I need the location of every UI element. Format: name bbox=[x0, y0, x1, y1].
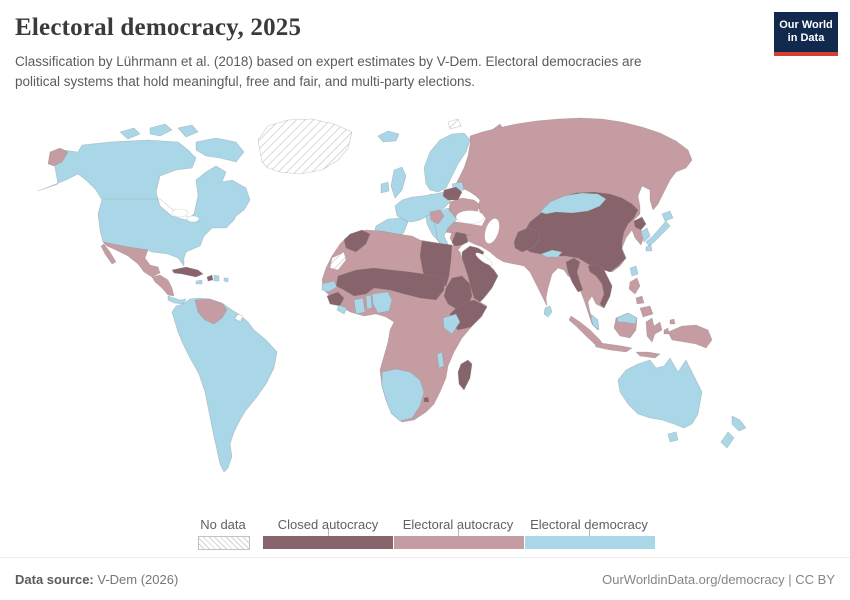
region-visayas[interactable] bbox=[635, 295, 645, 305]
region-great-britain[interactable] bbox=[390, 166, 407, 199]
region-arctic-island[interactable] bbox=[119, 127, 141, 140]
region-morocco[interactable] bbox=[343, 229, 371, 253]
region-svalbard[interactable] bbox=[447, 118, 462, 130]
region-venezuela[interactable] bbox=[194, 298, 228, 325]
region-japan-kyushu[interactable] bbox=[645, 244, 653, 252]
region-australia[interactable] bbox=[617, 357, 703, 429]
region-maluku[interactable] bbox=[669, 318, 676, 325]
region-belarus[interactable] bbox=[442, 186, 463, 201]
region-arctic-island[interactable] bbox=[177, 124, 199, 138]
caspian-sea bbox=[484, 218, 500, 244]
region-ireland[interactable] bbox=[380, 181, 390, 194]
region-western-sahara[interactable] bbox=[329, 251, 347, 271]
region-senegal[interactable] bbox=[321, 280, 338, 293]
legend-swatch-electoral-autocracy bbox=[394, 536, 525, 549]
legend-label-electoral-autocracy: Electoral autocracy bbox=[402, 517, 514, 532]
region-laos-vietnam[interactable] bbox=[587, 263, 613, 309]
region-guinea[interactable] bbox=[326, 291, 345, 307]
region-libya[interactable] bbox=[419, 240, 453, 287]
region-malaysia-borneo[interactable] bbox=[616, 312, 638, 325]
legend-label-no-data: No data bbox=[200, 517, 246, 532]
region-madagascar[interactable] bbox=[457, 359, 473, 391]
region-afghanistan[interactable] bbox=[513, 227, 541, 253]
legend-color-bar bbox=[263, 536, 655, 549]
region-haiti[interactable] bbox=[206, 274, 214, 282]
region-java[interactable] bbox=[593, 341, 633, 353]
region-lesser-sunda[interactable] bbox=[635, 351, 661, 359]
region-taiwan[interactable] bbox=[629, 265, 639, 277]
region-north-america[interactable] bbox=[37, 139, 251, 267]
region-mindanao[interactable] bbox=[639, 305, 654, 318]
legend-swatch-closed-autocracy bbox=[263, 536, 394, 549]
region-myanmar[interactable] bbox=[565, 257, 584, 293]
data-source: Data source: V-Dem (2026) bbox=[15, 572, 178, 587]
region-kenya[interactable] bbox=[442, 313, 461, 335]
region-baffin-island[interactable] bbox=[195, 137, 245, 163]
region-mexico[interactable] bbox=[102, 241, 161, 278]
owid-logo[interactable]: Our World in Data bbox=[774, 12, 838, 56]
data-source-value: V-Dem (2026) bbox=[93, 572, 179, 587]
region-tasmania[interactable] bbox=[667, 431, 679, 443]
region-benin[interactable] bbox=[365, 294, 373, 310]
region-mongolia[interactable] bbox=[539, 192, 607, 215]
region-central-america-north[interactable] bbox=[151, 274, 175, 297]
region-ghana[interactable] bbox=[353, 297, 366, 315]
region-iceland[interactable] bbox=[377, 130, 400, 143]
data-source-label: Data source: bbox=[15, 572, 94, 587]
region-nz-south[interactable] bbox=[720, 431, 735, 449]
legend-label-closed-autocracy: Closed autocracy bbox=[277, 517, 379, 532]
region-hungary-serbia[interactable] bbox=[429, 209, 445, 225]
region-new-guinea[interactable] bbox=[667, 324, 713, 349]
region-japan-hokkaido[interactable] bbox=[661, 210, 674, 222]
region-scandinavia[interactable] bbox=[423, 132, 471, 193]
legend-tick bbox=[589, 529, 590, 536]
region-malaysia-peninsula[interactable] bbox=[590, 314, 600, 331]
great-lakes bbox=[186, 215, 200, 223]
region-nigeria[interactable] bbox=[371, 291, 393, 314]
persian-gulf bbox=[475, 252, 493, 266]
chart-subtitle: Classification by Lührmann et al. (2018)… bbox=[15, 54, 642, 89]
page-title: Electoral democracy, 2025 bbox=[15, 14, 302, 41]
region-nz-north[interactable] bbox=[731, 415, 747, 432]
region-south-korea[interactable] bbox=[640, 227, 651, 243]
region-north-korea[interactable] bbox=[633, 216, 647, 231]
region-japan-honshu[interactable] bbox=[645, 220, 671, 247]
region-greenland[interactable] bbox=[257, 118, 353, 175]
owid-logo-line1: Our World bbox=[779, 19, 833, 32]
owid-logo-line2: in Data bbox=[787, 32, 825, 44]
region-central-america-south[interactable] bbox=[167, 295, 187, 305]
legend-swatch-no-data bbox=[198, 536, 250, 550]
region-sumatra[interactable] bbox=[568, 315, 605, 347]
region-sulawesi[interactable] bbox=[645, 317, 663, 343]
region-eswatini[interactable] bbox=[423, 396, 430, 403]
region-arctic-island[interactable] bbox=[149, 123, 173, 137]
region-southern-africa[interactable] bbox=[381, 368, 425, 422]
legend-tick bbox=[328, 529, 329, 536]
legend-label-electoral-democracy: Electoral democracy bbox=[530, 517, 648, 532]
black-sea bbox=[455, 210, 485, 224]
region-jamaica[interactable] bbox=[195, 279, 203, 285]
region-south-america[interactable] bbox=[171, 297, 278, 473]
region-dominican-republic[interactable] bbox=[213, 274, 220, 282]
region-baja-california[interactable] bbox=[100, 243, 117, 265]
region-malawi[interactable] bbox=[436, 351, 445, 369]
region-puerto-rico[interactable] bbox=[223, 277, 229, 283]
chart-footer: Data source: V-Dem (2026) OurWorldinData… bbox=[0, 557, 850, 600]
region-sahel-band[interactable] bbox=[335, 267, 445, 301]
region-liberia[interactable] bbox=[336, 304, 348, 315]
attribution-link[interactable]: OurWorldinData.org/democracy | CC BY bbox=[602, 572, 835, 587]
region-nepal[interactable] bbox=[540, 249, 563, 258]
region-sri-lanka[interactable] bbox=[543, 305, 553, 318]
legend-swatch-electoral-democracy bbox=[525, 536, 655, 549]
world-choropleth-map bbox=[0, 100, 850, 515]
legend-tick bbox=[458, 529, 459, 536]
region-french-guiana[interactable] bbox=[234, 313, 244, 323]
region-chukotka[interactable] bbox=[47, 147, 69, 167]
great-lakes bbox=[171, 208, 189, 218]
region-luzon[interactable] bbox=[628, 277, 641, 295]
region-cuba[interactable] bbox=[171, 266, 204, 278]
